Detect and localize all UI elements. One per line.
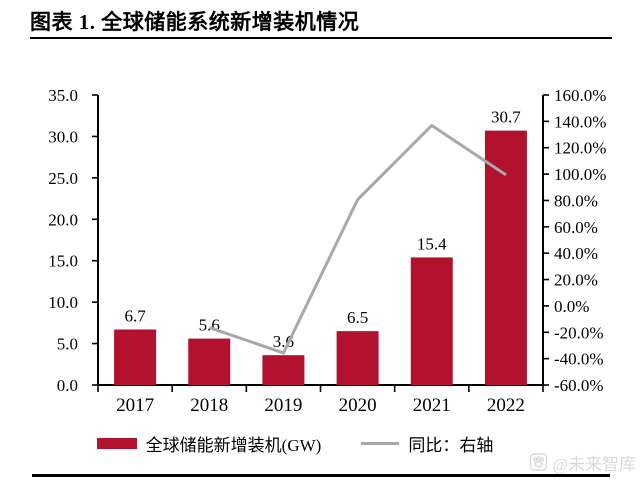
right-axis-tick-label: 60.0%: [554, 218, 598, 237]
legend-label-bar-series: 全球储能新增装机(GW): [145, 435, 322, 455]
left-axis-tick-label: 25.0: [48, 169, 78, 188]
right-axis-tick-label: 0.0%: [554, 297, 589, 316]
category-label: 2019: [264, 395, 302, 416]
watermark-text: @未来智库: [552, 454, 636, 474]
bar-value-label: 6.5: [347, 308, 368, 327]
line-series-swatch: [361, 441, 400, 445]
bar-2020: [336, 331, 379, 385]
left-axis-tick-label: 15.0: [48, 252, 78, 271]
right-axis-tick-label: 100.0%: [554, 165, 606, 184]
left-axis-tick-label: 35.0: [48, 86, 78, 105]
left-axis-tick-label: 30.0: [48, 127, 78, 146]
left-axis-tick-label: 10.0: [48, 293, 78, 312]
right-axis-tick-label: 20.0%: [554, 271, 598, 290]
left-axis-tick-label: 5.0: [57, 335, 78, 354]
title-underline: [30, 37, 612, 39]
legend-item-line-series: 同比：右轴: [361, 431, 493, 456]
yoy-line: [208, 123, 507, 355]
legend-label-line-series: 同比：右轴: [408, 435, 494, 455]
legend-item-bar-series: 全球储能新增装机(GW): [96, 431, 322, 456]
figure-title: 图表 1. 全球储能系统新增装机情况: [30, 10, 360, 34]
left-axis-tick-label: 20.0: [48, 210, 78, 229]
bottom-rule: [32, 474, 610, 477]
bar-2022: [484, 130, 527, 385]
watermark: @未来智库: [529, 451, 636, 474]
category-label: 2018: [190, 395, 228, 416]
category-label: 2021: [413, 395, 451, 416]
bar-2017: [114, 329, 157, 385]
right-axis-tick-label: 80.0%: [554, 191, 598, 210]
bar-2018: [188, 338, 231, 385]
right-axis-tick-label: -20.0%: [554, 323, 604, 342]
bar-2019: [262, 355, 305, 385]
category-label: 2022: [487, 395, 525, 416]
bar-value-label: 15.4: [417, 234, 447, 253]
category-label: 2017: [116, 395, 154, 416]
right-axis-tick-label: -60.0%: [554, 376, 604, 395]
chart-legend: 全球储能新增装机(GW) 同比：右轴: [60, 430, 530, 456]
category-label: 2020: [339, 395, 377, 416]
left-axis-tick-label: 0.0: [57, 376, 78, 395]
bar-value-label: 30.7: [491, 108, 521, 127]
bar-value-label: 6.7: [124, 306, 146, 325]
right-axis-tick-label: 40.0%: [554, 244, 598, 263]
bar-2021: [410, 257, 453, 385]
paw-logo-icon: [530, 453, 548, 471]
right-axis-tick-label: -40.0%: [554, 350, 604, 369]
bar-series-swatch: [96, 437, 137, 449]
right-axis-tick-label: 120.0%: [554, 139, 606, 158]
right-axis-tick-label: 140.0%: [554, 112, 606, 131]
right-axis-tick-label: 160.0%: [554, 86, 606, 105]
bar-value-label: 3.6: [273, 332, 294, 351]
bar-value-label: 5.6: [199, 316, 220, 335]
